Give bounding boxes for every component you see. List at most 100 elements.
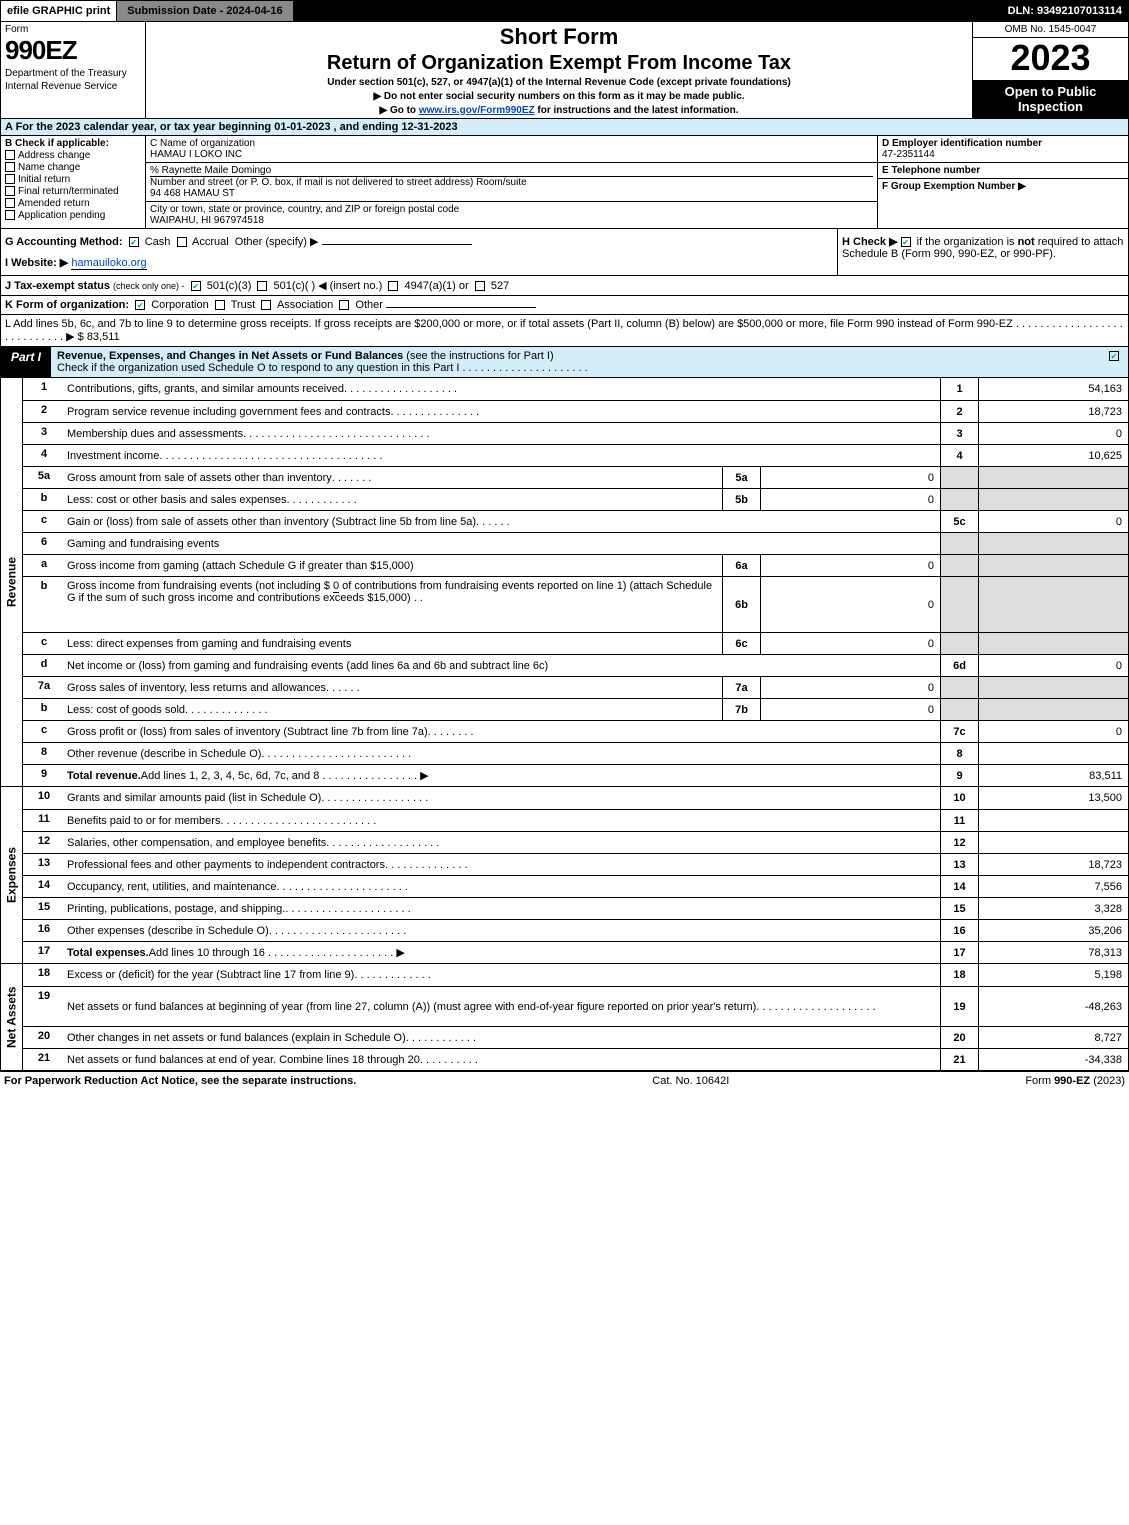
line-6a-sn: 6a: [722, 555, 760, 576]
line-19-rnum: 19: [940, 987, 978, 1026]
irs-link[interactable]: www.irs.gov/Form990EZ: [419, 105, 535, 116]
line-7b-num: b: [23, 699, 65, 720]
line-7a-sn: 7a: [722, 677, 760, 698]
line-6b-num: b: [23, 577, 65, 632]
line-5c-desc: Gain or (loss) from sale of assets other…: [67, 516, 476, 528]
cash-label: Cash: [145, 236, 171, 248]
goto-pre: ▶ Go to: [379, 105, 418, 116]
line-17-val: 78,313: [978, 942, 1128, 963]
chk-cash[interactable]: [129, 237, 139, 247]
chk-schedule-o[interactable]: [1109, 351, 1119, 361]
line-17-num: 17: [23, 942, 65, 963]
line-6b-sn: 6b: [722, 577, 760, 632]
tel-label: E Telephone number: [882, 165, 980, 176]
line-20-val: 8,727: [978, 1027, 1128, 1048]
tax-year-begin: 01-01-2023: [274, 121, 330, 133]
line-8-rnum: 8: [940, 743, 978, 764]
line-3-num: 3: [23, 423, 65, 444]
line-2-val: 18,723: [978, 401, 1128, 422]
line-14-desc: Occupancy, rent, utilities, and maintena…: [67, 881, 277, 893]
line-6b-vshade: [978, 577, 1128, 632]
chk-501c3[interactable]: [191, 281, 201, 291]
dln: DLN: 93492107013114: [1002, 3, 1128, 19]
top-bar: efile GRAPHIC print Submission Date - 20…: [0, 0, 1129, 22]
line-6a-sv: 0: [760, 555, 940, 576]
line-12-val: [978, 832, 1128, 853]
line-7a-rshade: [940, 677, 978, 698]
line-6d-val: 0: [978, 655, 1128, 676]
website-link[interactable]: hamauiloko.org: [71, 257, 146, 270]
line-6a-rshade: [940, 555, 978, 576]
accounting-method-label: G Accounting Method:: [5, 236, 123, 248]
chk-501c[interactable]: [257, 281, 267, 291]
line-5a-sv: 0: [760, 467, 940, 488]
return-title: Return of Organization Exempt From Incom…: [327, 52, 791, 75]
line-7c-rnum: 7c: [940, 721, 978, 742]
chk-initial-return[interactable]: Initial return: [5, 174, 141, 185]
cat-no: Cat. No. 10642I: [652, 1075, 729, 1087]
dept-treasury: Department of the Treasury: [5, 68, 141, 79]
form-header: Form 990EZ Department of the Treasury In…: [0, 22, 1129, 119]
chk-name-change[interactable]: Name change: [5, 162, 141, 173]
chk-app-pending[interactable]: Application pending: [5, 210, 141, 221]
line-6-num: 6: [23, 533, 65, 554]
other-org-input[interactable]: [386, 307, 536, 308]
line-14-rnum: 14: [940, 876, 978, 897]
line-17-desc: Total expenses.: [67, 947, 149, 959]
line-10-rnum: 10: [940, 787, 978, 809]
line-13-desc: Professional fees and other payments to …: [67, 859, 385, 871]
chk-amended[interactable]: Amended return: [5, 198, 141, 209]
line-11-desc: Benefits paid to or for members: [67, 815, 220, 827]
line-18-rnum: 18: [940, 964, 978, 986]
net-assets-table: Net Assets 18Excess or (deficit) for the…: [0, 964, 1129, 1071]
line-6-vshade: [978, 533, 1128, 554]
line-6a-num: a: [23, 555, 65, 576]
website-label: I Website: ▶: [5, 257, 68, 269]
chk-4947[interactable]: [388, 281, 398, 291]
form-label: Form: [5, 24, 141, 35]
j-label: J Tax-exempt status: [5, 280, 110, 292]
expenses-side-label: Expenses: [1, 787, 23, 963]
line-18-num: 18: [23, 964, 65, 986]
line-9-rnum: 9: [940, 765, 978, 786]
line-5b-vshade: [978, 489, 1128, 510]
line-6d-rnum: 6d: [940, 655, 978, 676]
short-form-title: Short Form: [500, 24, 619, 50]
line-5b-num: b: [23, 489, 65, 510]
line-7a-vshade: [978, 677, 1128, 698]
col-b-title: B Check if applicable:: [5, 138, 109, 149]
other-label: Other (specify) ▶: [235, 236, 319, 248]
expenses-table: Expenses 10 Grants and similar amounts pa…: [0, 787, 1129, 964]
part-1-check: Check if the organization used Schedule …: [57, 362, 459, 374]
line-13-rnum: 13: [940, 854, 978, 875]
501c3-label: 501(c)(3): [207, 280, 252, 292]
line-5b-rshade: [940, 489, 978, 510]
line-17-rnum: 17: [940, 942, 978, 963]
line-7a-desc: Gross sales of inventory, less returns a…: [67, 682, 326, 694]
chk-assoc[interactable]: [261, 300, 271, 310]
line-16-num: 16: [23, 920, 65, 941]
ssn-warning: ▶ Do not enter social security numbers o…: [373, 91, 744, 102]
chk-schedule-b[interactable]: [901, 237, 911, 247]
chk-accrual[interactable]: [177, 237, 187, 247]
chk-final-return[interactable]: Final return/terminated: [5, 186, 141, 197]
line-15-val: 3,328: [978, 898, 1128, 919]
chk-trust[interactable]: [215, 300, 225, 310]
line-13-val: 18,723: [978, 854, 1128, 875]
line-21-rnum: 21: [940, 1049, 978, 1070]
line-7c-val: 0: [978, 721, 1128, 742]
chk-corp[interactable]: [135, 300, 145, 310]
line-12-num: 12: [23, 832, 65, 853]
efile-print-label[interactable]: efile GRAPHIC print: [1, 1, 117, 21]
line-5a-sn: 5a: [722, 467, 760, 488]
group-exemption-label: F Group Exemption Number ▶: [882, 181, 1026, 192]
col-def: D Employer identification number 47-2351…: [878, 136, 1128, 228]
line-a: A For the 2023 calendar year, or tax yea…: [0, 119, 1129, 136]
assoc-label: Association: [277, 299, 333, 311]
other-specify-input[interactable]: [322, 244, 472, 245]
line-10-desc: Grants and similar amounts paid (list in…: [67, 792, 321, 804]
chk-527[interactable]: [475, 281, 485, 291]
chk-address-change[interactable]: Address change: [5, 150, 141, 161]
chk-other-org[interactable]: [339, 300, 349, 310]
line-4-rnum: 4: [940, 445, 978, 466]
